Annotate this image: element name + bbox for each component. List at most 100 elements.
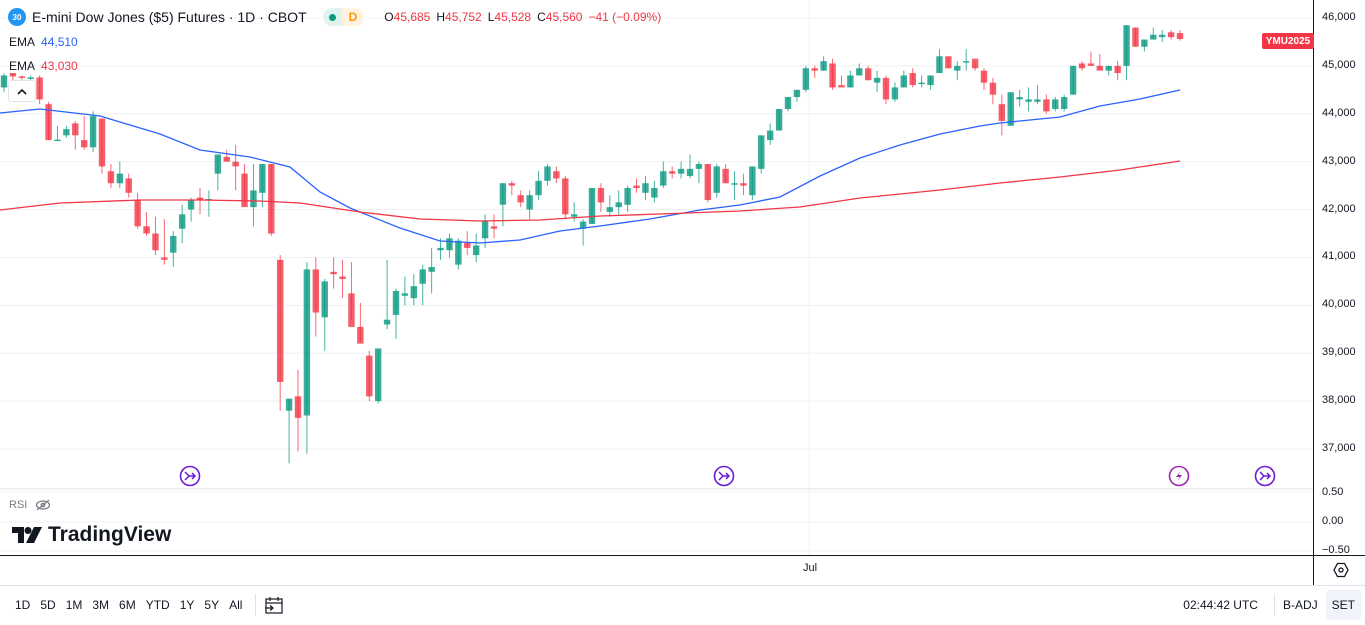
range-5y-button[interactable]: 5Y bbox=[204, 597, 220, 612]
range-all-button[interactable]: All bbox=[229, 597, 243, 612]
candle bbox=[383, 259, 391, 330]
candle bbox=[847, 70, 854, 88]
candle bbox=[838, 75, 845, 88]
rsi-axis-label: 0.50 bbox=[1322, 486, 1344, 498]
candle bbox=[45, 101, 52, 141]
candle bbox=[63, 125, 70, 138]
candle bbox=[660, 161, 667, 189]
candle bbox=[285, 398, 293, 464]
candle bbox=[775, 108, 783, 131]
candle bbox=[579, 219, 587, 246]
price-axis-label: 43,000 bbox=[1322, 154, 1356, 167]
candle bbox=[1123, 25, 1130, 81]
range-3m-button[interactable]: 3M bbox=[92, 597, 110, 612]
candle bbox=[330, 257, 337, 289]
go-to-date-calendar-icon[interactable] bbox=[264, 596, 284, 614]
candle bbox=[1105, 65, 1112, 76]
range-1m-button[interactable]: 1M bbox=[65, 597, 83, 612]
candle bbox=[401, 276, 409, 306]
range-6m-button[interactable]: 6M bbox=[119, 597, 136, 612]
candle bbox=[259, 164, 266, 208]
collapse-legend-button[interactable] bbox=[8, 80, 36, 102]
ema-slow-legend[interactable]: EMA 43,030 bbox=[9, 59, 78, 73]
candle bbox=[410, 274, 418, 306]
rsi-legend[interactable]: RSI bbox=[9, 499, 51, 511]
candle bbox=[918, 75, 925, 88]
candle bbox=[1158, 29, 1166, 42]
dividend-event-icon[interactable] bbox=[179, 465, 201, 487]
candle bbox=[517, 190, 524, 208]
candle bbox=[624, 185, 631, 212]
candle bbox=[980, 68, 988, 90]
candle bbox=[1150, 27, 1157, 40]
candle bbox=[802, 65, 810, 93]
candle bbox=[677, 161, 685, 179]
candle bbox=[36, 75, 43, 105]
candle bbox=[900, 70, 908, 88]
candle bbox=[232, 144, 239, 191]
dividend-event-icon[interactable] bbox=[1254, 465, 1276, 487]
candle bbox=[971, 58, 979, 71]
candle bbox=[161, 219, 168, 265]
price-axis-label: 40,000 bbox=[1322, 298, 1356, 311]
chart-settings-icon[interactable] bbox=[1333, 562, 1349, 578]
open-label: O bbox=[384, 10, 394, 24]
range-ytd-button[interactable]: YTD bbox=[145, 597, 170, 612]
candle bbox=[695, 161, 703, 184]
candle bbox=[1016, 89, 1023, 107]
rsi-axis-label: −0.50 bbox=[1322, 544, 1350, 556]
eye-hidden-icon[interactable] bbox=[35, 499, 51, 511]
candle bbox=[464, 231, 471, 256]
candle bbox=[1132, 27, 1139, 47]
candle bbox=[864, 65, 872, 81]
candle bbox=[0, 73, 8, 93]
candle bbox=[348, 262, 355, 327]
candle bbox=[499, 183, 507, 227]
range-1y-button[interactable]: 1Y bbox=[179, 597, 195, 612]
earnings-event-icon[interactable] bbox=[1168, 465, 1190, 487]
symbol-title[interactable]: E-mini Dow Jones ($5) Futures · 1D · CBO… bbox=[32, 9, 307, 25]
candle bbox=[740, 173, 747, 196]
range-5d-button[interactable]: 5D bbox=[40, 597, 56, 612]
candle bbox=[455, 238, 462, 270]
ema-fast-legend[interactable]: EMA 44,510 bbox=[9, 35, 78, 49]
candle bbox=[731, 171, 738, 200]
candle bbox=[357, 302, 364, 344]
toolbar-divider bbox=[1273, 593, 1275, 616]
candles bbox=[0, 25, 1184, 464]
candle bbox=[72, 120, 79, 150]
candle bbox=[321, 278, 328, 351]
bottom-toolbar: 1D 5D 1M 3M 6M YTD 1Y 5Y All 02:44:42 UT… bbox=[0, 585, 1365, 623]
range-1d-button[interactable]: 1D bbox=[15, 597, 31, 612]
rsi-label: RSI bbox=[9, 499, 28, 511]
candle bbox=[1176, 29, 1184, 41]
tradingview-logo[interactable]: TradingView bbox=[12, 523, 171, 547]
candle bbox=[891, 82, 899, 102]
clock-utc[interactable]: 02:44:42 UTC bbox=[1183, 597, 1258, 612]
candle bbox=[89, 111, 97, 153]
market-status-pill[interactable]: D bbox=[322, 8, 365, 26]
candle bbox=[1025, 87, 1032, 112]
candle bbox=[945, 56, 952, 69]
toolbar-divider bbox=[255, 593, 257, 616]
candle bbox=[303, 262, 311, 454]
low-label: L bbox=[487, 10, 495, 24]
dividend-event-icon[interactable] bbox=[713, 465, 735, 487]
ema-fast-line bbox=[0, 89, 1181, 244]
last-price-tag: YMU2025 bbox=[1262, 33, 1314, 49]
settlement-toggle[interactable]: SET bbox=[1325, 589, 1361, 620]
candle bbox=[766, 123, 774, 145]
candle bbox=[562, 176, 569, 220]
candle bbox=[250, 164, 257, 227]
candle bbox=[962, 49, 970, 71]
candle bbox=[205, 190, 213, 217]
candle bbox=[615, 190, 622, 215]
candle bbox=[276, 255, 284, 411]
price-axis-label: 37,000 bbox=[1322, 442, 1356, 454]
candle bbox=[1114, 61, 1121, 81]
back-adjust-toggle[interactable]: B-ADJ bbox=[1282, 597, 1318, 612]
ema-slow-line bbox=[0, 160, 1181, 222]
candle bbox=[535, 171, 542, 200]
